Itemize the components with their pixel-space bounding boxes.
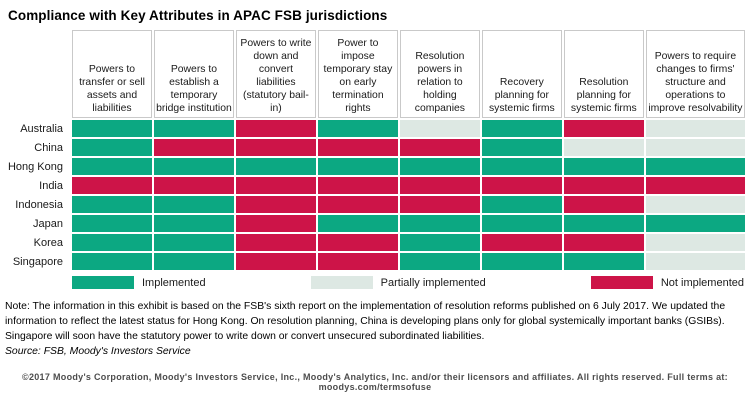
column-header: Resolution powers in relation to holding…: [399, 30, 480, 118]
heatmap-cell: [481, 196, 562, 213]
legend-label: Not implemented: [660, 276, 744, 289]
row-label: China: [34, 141, 63, 154]
row-label: Singapore: [12, 255, 63, 268]
heatmap-cell: [317, 196, 398, 213]
heatmap-cell: [153, 139, 234, 156]
row-label: Indonesia: [15, 198, 63, 211]
heatmap-cell: [235, 196, 316, 213]
heatmap-cell: [72, 196, 152, 213]
heatmap-cell: [481, 177, 562, 194]
heatmap-cell: [481, 215, 562, 232]
heatmap-cell: [153, 120, 234, 137]
heatmap-cell: [481, 139, 562, 156]
row-label: Australia: [20, 122, 63, 135]
column-header: Resolution planning for systemic firms: [563, 30, 644, 118]
row-label: Japan: [33, 217, 63, 230]
heatmap-cell: [399, 177, 480, 194]
heatmap-cell: [399, 196, 480, 213]
heatmap-cell: [153, 177, 234, 194]
heatmap-cell: [645, 215, 745, 232]
heatmap-cell: [235, 234, 316, 251]
heatmap-cell: [153, 158, 234, 175]
heatmap-cell: [153, 253, 234, 270]
heatmap-cell: [645, 234, 745, 251]
heatmap-cell: [153, 196, 234, 213]
heatmap-cell: [317, 234, 398, 251]
heatmap-cell: [317, 215, 398, 232]
heatmap-cell: [645, 196, 745, 213]
heatmap-cell: [399, 234, 480, 251]
heatmap-cell: [235, 253, 316, 270]
heatmap-cell: [72, 253, 152, 270]
heatmap-cell: [563, 139, 644, 156]
heatmap-cell: [72, 215, 152, 232]
column-header: Powers to transfer or sell assets and li…: [72, 30, 152, 118]
heatmap-cell: [72, 139, 152, 156]
legend: Implemented Partially implemented Not impl…: [72, 276, 744, 289]
heatmap-cell: [399, 139, 480, 156]
heatmap-cell: [563, 120, 644, 137]
heatmap-cell: [72, 120, 152, 137]
heatmap-cell: [563, 215, 644, 232]
heatmap-cell: [481, 234, 562, 251]
heatmap-cell: [645, 253, 745, 270]
heatmap-cell: [235, 120, 316, 137]
legend-swatch-implemented: [72, 276, 134, 289]
heatmap-cell: [399, 158, 480, 175]
chart-title: Compliance with Key Attributes in APAC F…: [8, 8, 388, 23]
column-header: Powers to write down and convert liabili…: [235, 30, 316, 118]
row-label: Korea: [33, 236, 63, 249]
heatmap-cell: [645, 177, 745, 194]
heatmap-cell: [153, 215, 234, 232]
heatmap-cell: [399, 253, 480, 270]
heatmap-cell: [563, 196, 644, 213]
heatmap-cell: [317, 139, 398, 156]
column-header: Powers to establish a temporary bridge i…: [153, 30, 234, 118]
legend-swatch-partial: [310, 276, 373, 289]
heatmap-cell: [317, 253, 398, 270]
heatmap-cell: [399, 215, 480, 232]
heatmap-cell: [317, 158, 398, 175]
heatmap-cell: [235, 177, 316, 194]
heatmap-cell: [481, 253, 562, 270]
legend-label: Partially implemented: [380, 276, 486, 289]
row-label: India: [39, 179, 63, 192]
source-text: Source: FSB, Moody's Investors Service: [5, 346, 191, 357]
heatmap-cell: [645, 139, 745, 156]
copyright-text: ©2017 Moody's Corporation, Moody's Inves…: [22, 372, 728, 392]
heatmap-cell: [563, 177, 644, 194]
heatmap-cell: [563, 234, 644, 251]
legend-item: Not implemented: [590, 276, 744, 289]
heatmap-grid: Powers to transfer or sell assets and li…: [6, 30, 745, 270]
heatmap-cell: [153, 234, 234, 251]
legend-swatch-not: [590, 276, 653, 289]
heatmap-cell: [645, 120, 745, 137]
heatmap-cell: [399, 120, 480, 137]
legend-label: Implemented: [142, 276, 206, 289]
row-label: Hong Kong: [7, 160, 63, 173]
legend-item: Implemented: [72, 276, 206, 289]
heatmap-cell: [481, 120, 562, 137]
heatmap-cell: [317, 120, 398, 137]
heatmap-cell: [481, 158, 562, 175]
column-header: Powers to require changes to firms' stru…: [645, 30, 745, 118]
heatmap-cell: [645, 158, 745, 175]
heatmap-cell: [317, 177, 398, 194]
legend-item: Partially implemented: [310, 276, 486, 289]
grid-corner: [6, 30, 70, 118]
note-text: Note: The information in this exhibit is…: [5, 301, 726, 342]
heatmap-cell: [72, 158, 152, 175]
column-header: Recovery planning for systemic firms: [481, 30, 562, 118]
exhibit-page: Compliance with Key Attributes in APAC F…: [0, 8, 750, 408]
heatmap-cell: [72, 234, 152, 251]
heatmap-cell: [72, 177, 152, 194]
heatmap-cell: [235, 139, 316, 156]
column-header: Power to impose temporary stay on early …: [317, 30, 398, 118]
heatmap-cell: [563, 253, 644, 270]
heatmap-cell: [235, 158, 316, 175]
heatmap-cell: [563, 158, 644, 175]
heatmap-cell: [235, 215, 316, 232]
